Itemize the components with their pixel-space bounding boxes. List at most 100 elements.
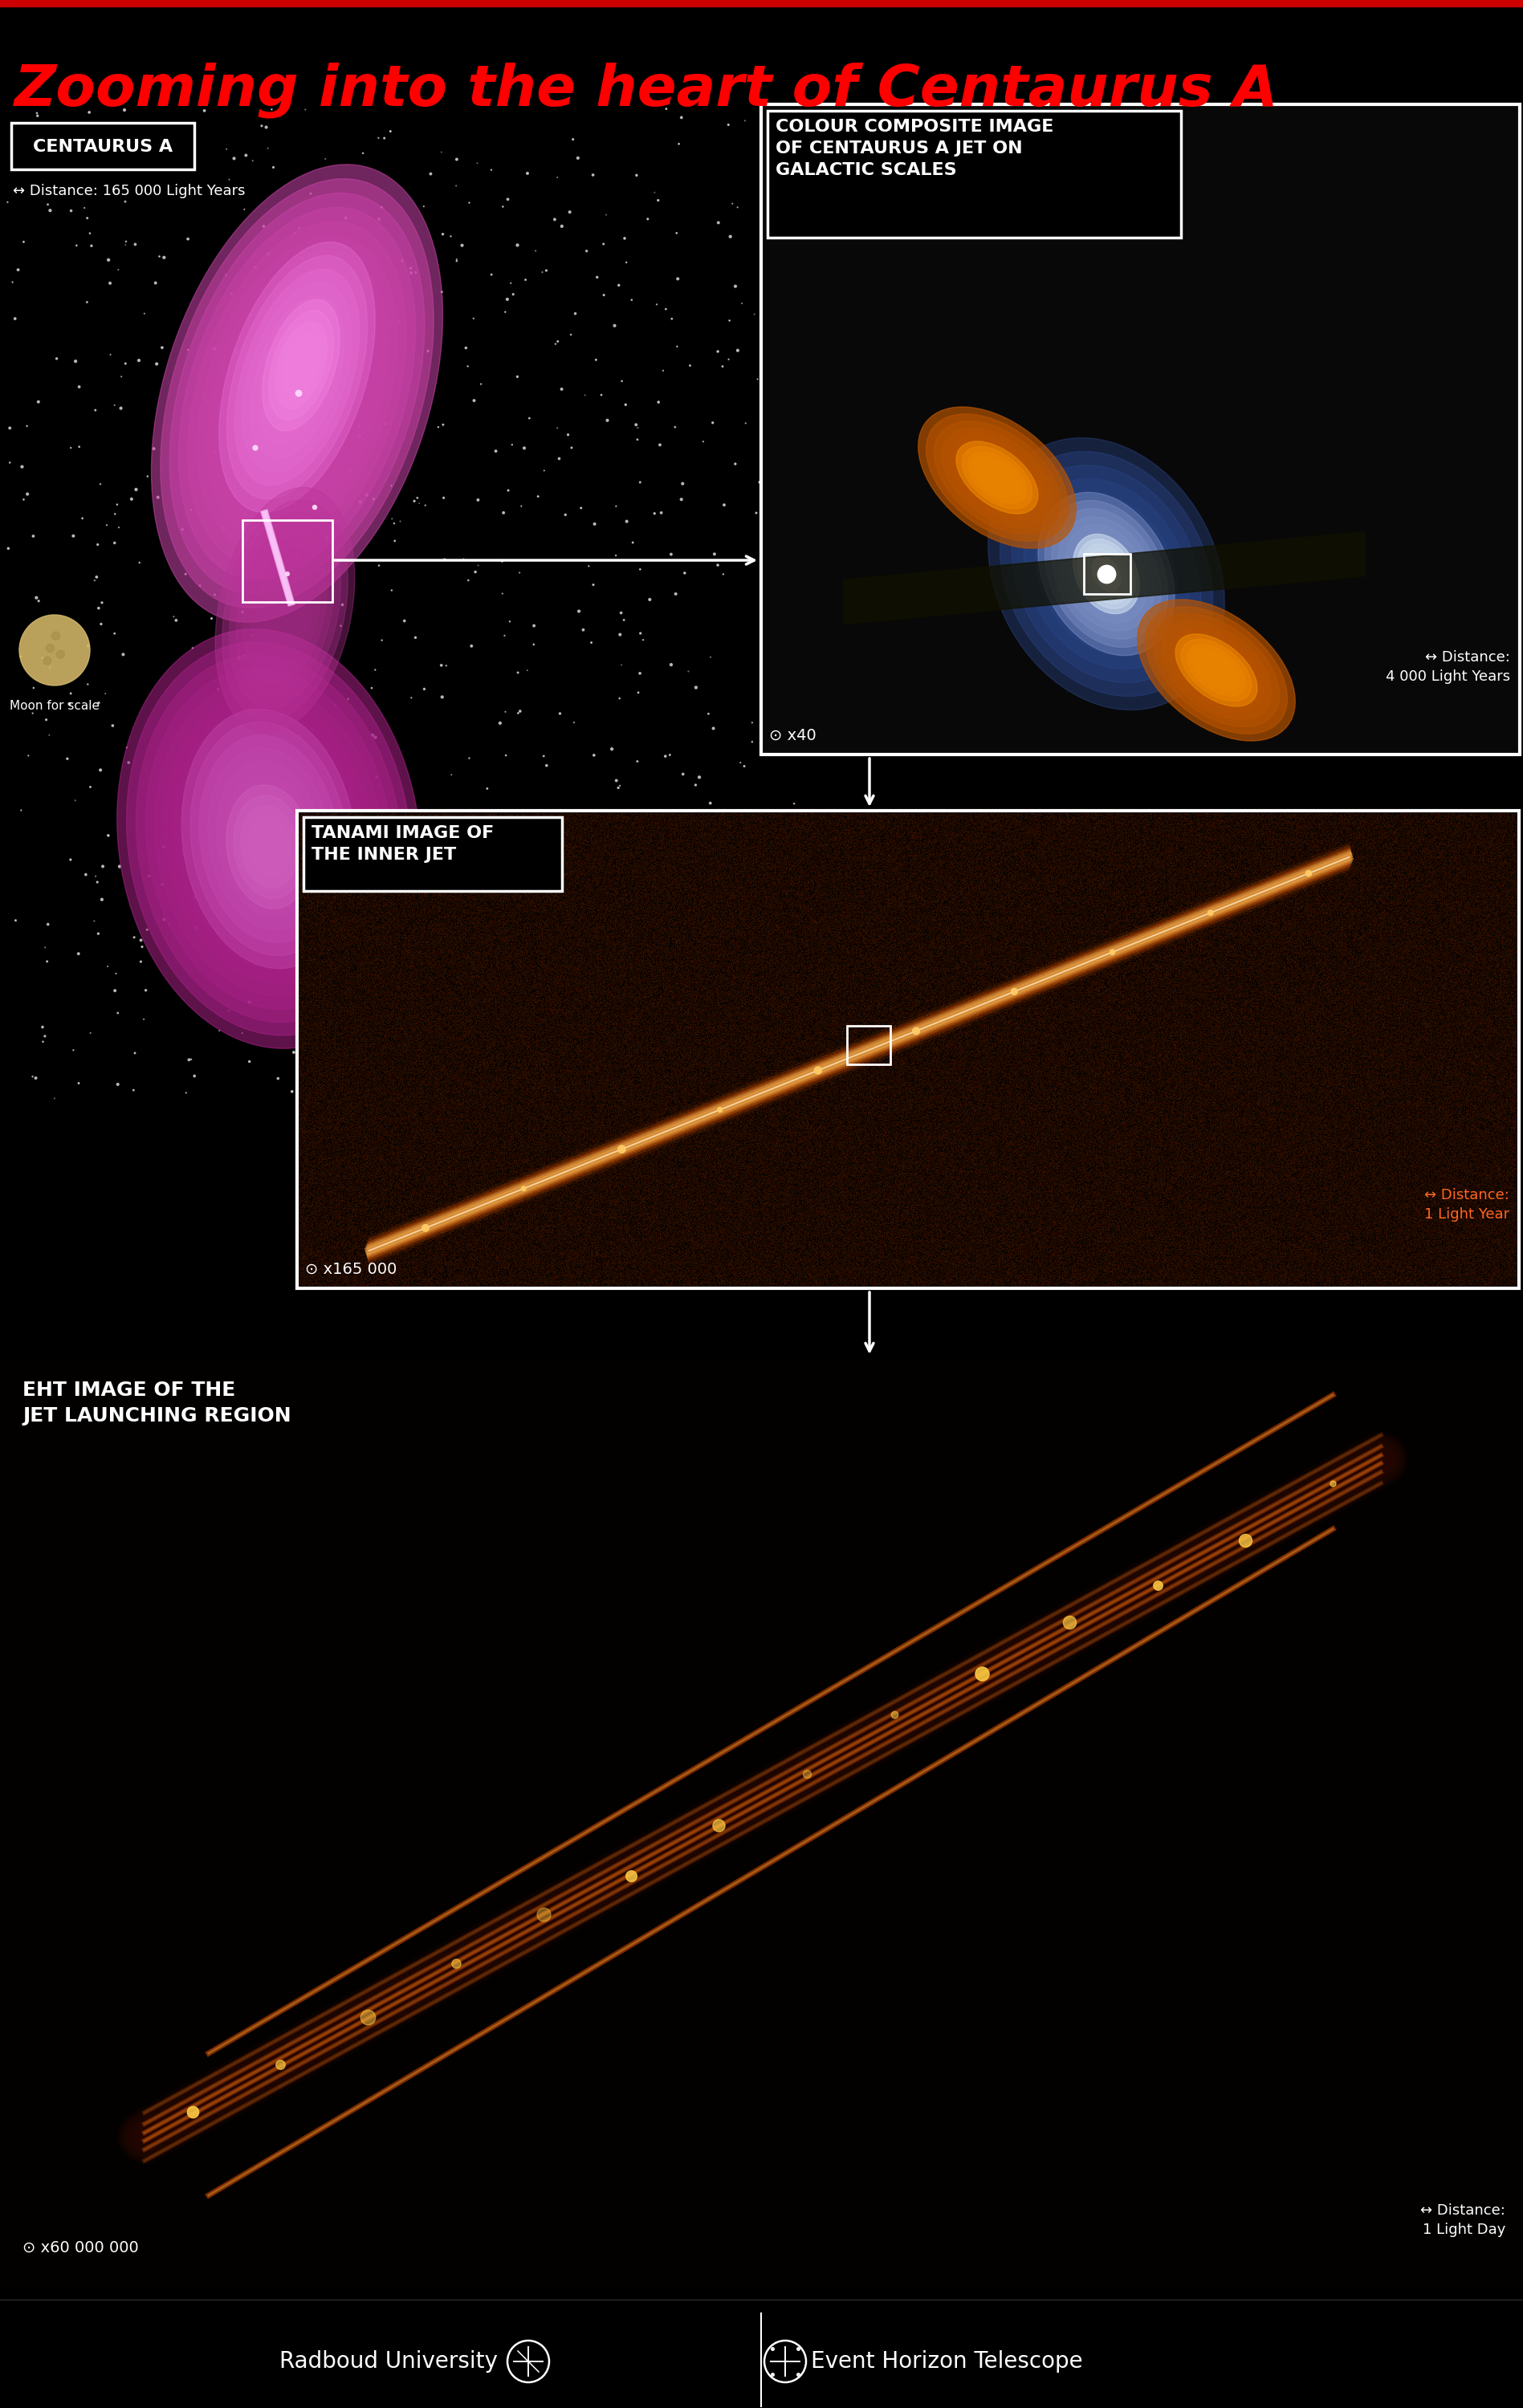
Point [611, 881, 635, 920]
Point [771, 1031, 795, 1069]
Point [1153, 665, 1177, 703]
Point [1258, 609, 1282, 648]
Point [20, 694, 44, 732]
Point [108, 848, 133, 886]
Ellipse shape [958, 443, 1037, 513]
Point [1033, 532, 1057, 571]
Ellipse shape [250, 296, 344, 458]
Point [807, 308, 832, 347]
Ellipse shape [973, 458, 1020, 498]
Point [1401, 431, 1426, 470]
Point [580, 157, 605, 195]
Point [1127, 368, 1151, 407]
Ellipse shape [1023, 479, 1189, 669]
Point [286, 718, 311, 756]
Point [233, 636, 257, 674]
Point [321, 520, 346, 559]
Point [407, 978, 431, 1016]
Point [1153, 349, 1177, 388]
Point [908, 284, 932, 323]
Point [926, 383, 950, 421]
Point [87, 590, 111, 628]
Point [207, 1011, 231, 1050]
Point [545, 409, 570, 448]
Point [1229, 380, 1253, 419]
Point [627, 655, 652, 694]
Point [518, 1033, 542, 1072]
Point [97, 265, 122, 303]
Point [934, 407, 958, 445]
Point [391, 845, 416, 884]
Point [646, 181, 670, 219]
Point [1494, 320, 1518, 359]
Point [509, 486, 533, 525]
Point [85, 862, 110, 901]
Point [1066, 284, 1090, 323]
Point [468, 836, 492, 874]
Ellipse shape [117, 628, 420, 1047]
Point [720, 185, 745, 224]
Point [1020, 484, 1045, 523]
Point [1281, 535, 1305, 573]
Point [466, 482, 490, 520]
Point [614, 243, 638, 282]
Point [644, 958, 669, 997]
Point [594, 195, 618, 234]
Point [340, 1076, 364, 1115]
Point [299, 173, 323, 212]
Point [1122, 616, 1147, 655]
Ellipse shape [985, 467, 1008, 489]
Point [733, 1028, 757, 1067]
Point [827, 255, 851, 294]
Point [760, 2329, 784, 2367]
Point [1142, 583, 1167, 621]
Point [1011, 294, 1036, 332]
Point [1060, 462, 1084, 501]
Point [445, 241, 469, 279]
Point [882, 539, 906, 578]
Point [181, 628, 206, 667]
Point [295, 821, 320, 860]
Point [172, 799, 196, 838]
Point [475, 768, 500, 807]
Point [230, 1014, 254, 1052]
Point [1260, 373, 1284, 412]
Point [716, 340, 740, 378]
Point [323, 265, 347, 303]
Point [175, 219, 200, 258]
Point [122, 1072, 146, 1110]
Point [1253, 327, 1278, 366]
Point [900, 409, 924, 448]
Point [1214, 352, 1238, 390]
Point [565, 140, 589, 178]
Point [873, 556, 897, 595]
Point [431, 889, 455, 927]
Point [381, 809, 405, 848]
Point [653, 289, 678, 327]
Point [493, 294, 518, 332]
Point [819, 306, 844, 344]
Point [912, 660, 937, 698]
Point [906, 474, 931, 513]
Point [838, 633, 862, 672]
Point [285, 539, 309, 578]
Ellipse shape [235, 270, 359, 486]
Point [824, 655, 848, 694]
Circle shape [46, 643, 55, 653]
Point [445, 166, 469, 205]
Point [1040, 551, 1065, 590]
Point [431, 949, 455, 987]
Ellipse shape [219, 243, 375, 513]
Point [557, 193, 582, 231]
Point [251, 566, 276, 604]
Point [78, 1014, 102, 1052]
Point [582, 566, 606, 604]
Point [461, 380, 486, 419]
Point [1369, 354, 1394, 393]
Point [187, 566, 212, 604]
Point [1037, 470, 1062, 508]
Bar [0, 1358, 1523, 2288]
Point [795, 1755, 819, 1794]
Point [288, 209, 312, 248]
Point [780, 371, 804, 409]
